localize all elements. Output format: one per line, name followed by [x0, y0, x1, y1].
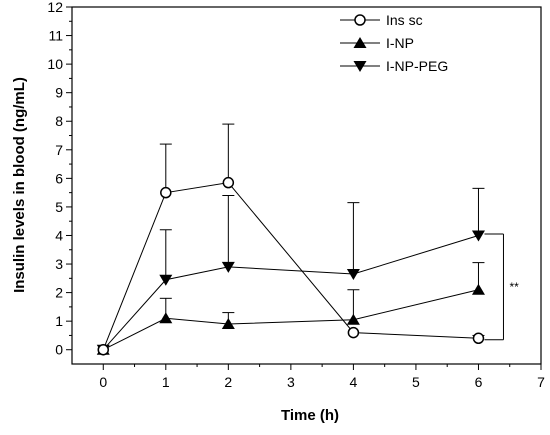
legend-label: I-NP [386, 35, 414, 51]
series-line [102, 182, 479, 350]
x-tick-label: 3 [287, 374, 295, 390]
data-point [159, 312, 173, 324]
data-point [472, 332, 485, 345]
y-tick-label: 10 [47, 56, 63, 72]
legend-label: I-NP-PEG [386, 58, 448, 74]
y-tick-label: 9 [55, 85, 63, 101]
data-point [346, 269, 360, 281]
x-tick-label: 7 [537, 374, 545, 390]
x-tick-label: 0 [99, 374, 107, 390]
y-tick-label: 5 [55, 199, 63, 215]
plot-border [71, 6, 542, 365]
legend: Ins sc I-NP I-NP-PEG [340, 12, 448, 74]
y-tick-label: 7 [55, 142, 63, 158]
significance-label: ** [509, 280, 519, 294]
data-point [97, 343, 110, 356]
data-point [222, 176, 235, 189]
x-tick-label: 6 [475, 374, 483, 390]
legend-item: Ins sc [340, 12, 423, 28]
legend-marker [354, 14, 366, 26]
data-point [346, 313, 360, 325]
x-axis: 0 1 2 3 4 5 6 7 [99, 364, 545, 390]
legend-label: Ins sc [386, 12, 423, 28]
series-ins-sc [97, 123, 485, 356]
x-tick-label: 4 [350, 374, 358, 390]
data-point [347, 326, 360, 339]
data-point [159, 274, 173, 286]
y-tick-label: 12 [47, 0, 63, 15]
series-i-np-peg [96, 187, 485, 356]
y-tick-label: 1 [55, 313, 63, 329]
y-tick-label: 2 [55, 285, 63, 301]
y-tick-label: 8 [55, 113, 63, 129]
series-line [103, 289, 479, 351]
y-tick-label: 6 [55, 170, 63, 186]
data-point [221, 261, 235, 273]
y-tick-label: 3 [55, 256, 63, 272]
x-tick-label: 5 [412, 374, 420, 390]
legend-marker [353, 61, 367, 72]
legend-item: I-NP-PEG [340, 58, 448, 74]
y-axis-title: Insulin levels in blood (ng/mL) [11, 77, 28, 293]
series-layer [96, 123, 485, 356]
data-point [221, 318, 235, 330]
y-tick-label: 4 [55, 227, 63, 243]
x-axis-title: Time (h) [281, 407, 339, 424]
significance-annotation: ** [484, 233, 519, 341]
y-tick-label: 11 [48, 28, 63, 44]
x-tick-label: 2 [224, 374, 232, 390]
series-line [102, 235, 479, 351]
plot-frame [71, 6, 542, 365]
legend-item: I-NP [340, 35, 414, 51]
data-point [160, 186, 172, 199]
x-tick-label: 1 [162, 374, 170, 390]
series-i-np [96, 262, 485, 355]
y-tick-label: 0 [55, 342, 63, 358]
data-point [471, 230, 485, 242]
data-point [471, 283, 485, 295]
legend-marker [353, 37, 367, 48]
